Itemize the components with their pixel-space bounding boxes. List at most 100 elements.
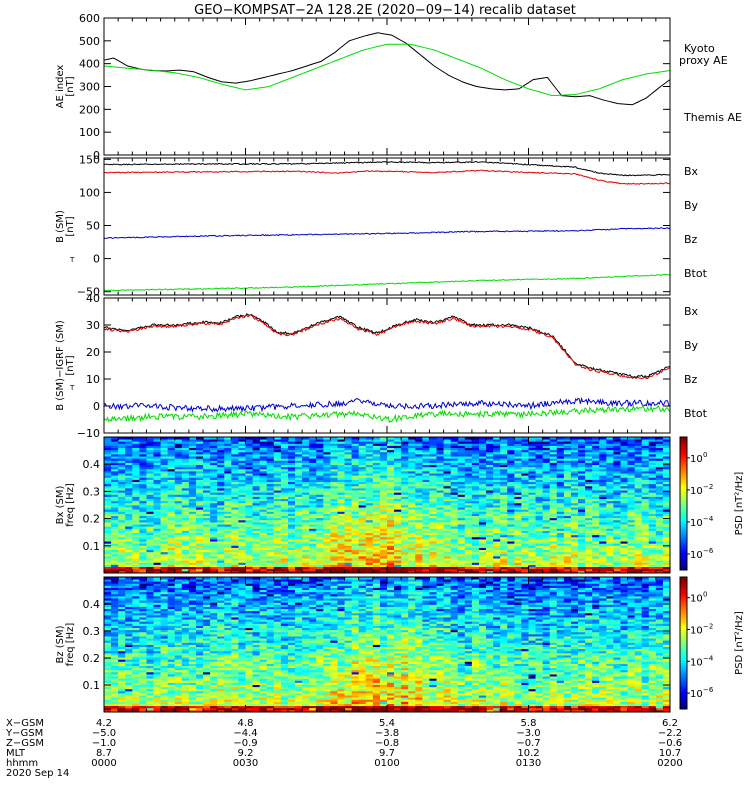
psd-cell	[585, 441, 593, 444]
psd-cell	[578, 562, 586, 565]
psd-cell	[493, 494, 501, 497]
psd-cell	[330, 509, 338, 512]
psd-cell	[570, 475, 579, 478]
y-tick-label-1-2: 50	[86, 220, 100, 233]
psd-cell	[259, 483, 268, 487]
psd-cell	[401, 570, 409, 574]
psd-cell	[570, 551, 579, 555]
psd-cell	[379, 570, 388, 574]
psd-cell	[280, 570, 289, 574]
psd-cell	[507, 562, 515, 565]
psd-cell	[337, 513, 345, 517]
psd-cell	[542, 502, 551, 506]
psd-cell	[429, 485, 437, 489]
psd-cell	[563, 534, 572, 538]
psd-cell	[266, 462, 275, 466]
psd-cell	[238, 445, 246, 449]
psd-cell	[415, 556, 423, 559]
psd-cell	[443, 441, 452, 444]
psd-cell	[337, 522, 345, 525]
psd-cell	[394, 528, 402, 531]
psd-cell	[139, 490, 147, 493]
psd-cell	[259, 441, 268, 444]
psd-cell	[118, 502, 126, 506]
psd-cell	[457, 443, 466, 446]
psd-cell	[450, 526, 459, 529]
psd-cell	[231, 556, 239, 559]
psd-cell	[528, 517, 536, 521]
psd-cell	[486, 519, 494, 523]
psd-cell	[358, 517, 367, 521]
psd-cell	[379, 447, 388, 451]
psd-cell	[358, 464, 367, 468]
psd-cell	[330, 528, 338, 531]
psd-cell	[535, 556, 544, 559]
psd-cell	[570, 471, 579, 474]
psd-cell	[387, 517, 395, 521]
psd-cell	[471, 545, 480, 548]
psd-cell	[606, 507, 614, 510]
psd-cell	[125, 462, 133, 466]
y-axis-label-line-1-0: B (SM)	[55, 210, 66, 243]
psd-cell	[613, 513, 621, 517]
psd-cell	[507, 536, 515, 540]
psd-cell	[570, 447, 579, 451]
psd-cell	[429, 466, 437, 470]
psd-cell	[358, 485, 367, 489]
psd-cell	[259, 477, 268, 480]
psd-cell	[337, 464, 345, 468]
psd-cell	[514, 539, 522, 542]
psd-cell	[210, 502, 218, 506]
psd-cell	[181, 462, 190, 466]
psd-cell	[302, 543, 310, 546]
psd-cell	[500, 558, 508, 561]
psd-cell	[111, 477, 119, 480]
psd-cell	[535, 507, 544, 510]
psd-cell	[302, 505, 310, 508]
psd-cell	[372, 454, 381, 457]
psd-cell	[323, 570, 331, 574]
psd-cell	[330, 466, 338, 470]
psd-cell	[450, 449, 459, 453]
psd-cell	[238, 488, 246, 491]
psd-cell	[394, 530, 402, 534]
psd-cell	[464, 532, 473, 536]
psd-cell	[606, 541, 614, 544]
y-axis-label-line-0-1: [nT]	[65, 76, 76, 96]
psd-cell	[259, 566, 268, 570]
psd-cell	[181, 475, 190, 478]
psd-cell	[613, 519, 621, 523]
psd-cell	[231, 513, 239, 517]
psd-cell	[493, 498, 501, 502]
psd-cell	[556, 509, 565, 512]
psd-cell	[337, 562, 345, 565]
psd-cell	[471, 558, 480, 561]
psd-cell	[450, 539, 459, 542]
psd-cell	[245, 536, 253, 540]
psd-cell	[542, 564, 551, 568]
psd-cell	[118, 507, 126, 510]
psd-cell	[104, 473, 112, 476]
psd-cell	[542, 485, 551, 489]
psd-cell	[436, 464, 445, 468]
psd-cell	[195, 460, 204, 463]
psd-cell	[422, 505, 430, 508]
psd-cell	[309, 536, 317, 540]
psd-cell	[132, 511, 140, 514]
psd-cell	[231, 566, 239, 570]
psd-cell	[457, 549, 466, 553]
psd-cell	[606, 473, 614, 476]
psd-cell	[195, 560, 204, 563]
psd-cell	[302, 464, 310, 468]
psd-cell	[542, 568, 551, 572]
psd-cell	[563, 515, 572, 519]
psd-cell	[549, 443, 558, 446]
psd-cell	[181, 451, 190, 455]
psd-cell	[203, 530, 211, 534]
psd-cell	[146, 570, 154, 574]
psd-cell	[167, 490, 176, 493]
series-line-2-1	[103, 314, 671, 380]
psd-cell	[358, 568, 367, 572]
psd-cell	[387, 547, 395, 551]
psd-cell	[309, 488, 317, 491]
